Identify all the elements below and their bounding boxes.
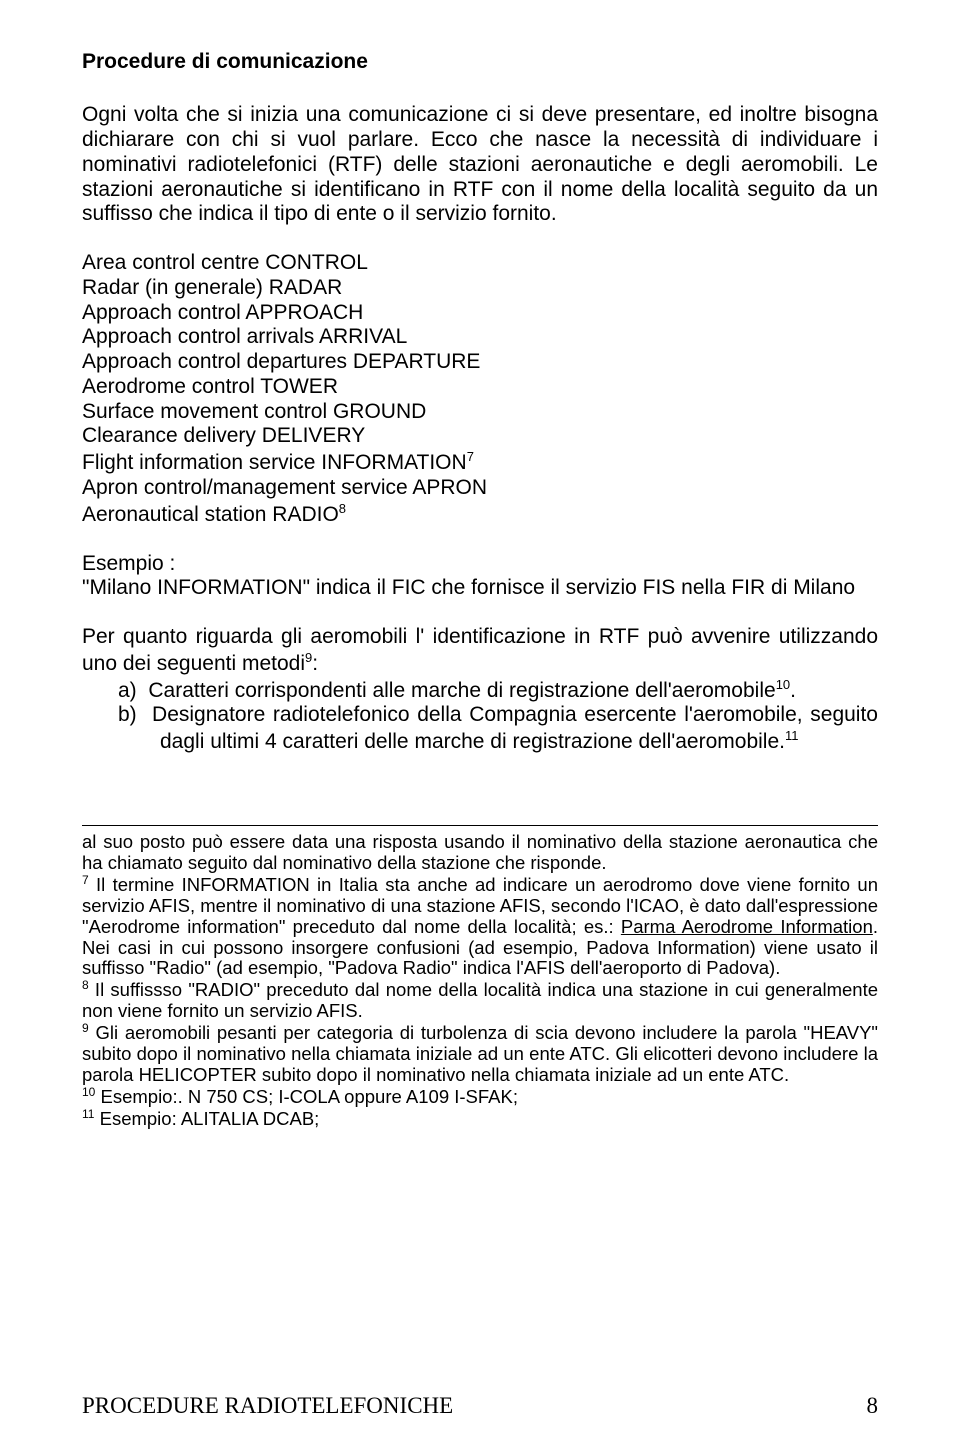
method-item-a: a) Caratteri corrispondenti alle marche …: [82, 677, 878, 704]
service-item: Approach control APPROACH: [82, 301, 878, 326]
services-list: Area control centre CONTROL Radar (in ge…: [82, 251, 878, 527]
service-item: Area control centre CONTROL: [82, 251, 878, 276]
service-item: Approach control departures DEPARTURE: [82, 350, 878, 375]
service-item: Surface movement control GROUND: [82, 400, 878, 425]
footnote-ref: 11: [785, 728, 799, 743]
service-item: Radar (in generale) RADAR: [82, 276, 878, 301]
methods-intro: Per quanto riguarda gli aeromobili l' id…: [82, 625, 878, 677]
footnote-10: 10 Esempio:. N 750 CS; I-COLA oppure A10…: [82, 1086, 878, 1108]
example-block: Esempio : "Milano INFORMATION" indica il…: [82, 552, 878, 602]
section-title: Procedure di comunicazione: [82, 48, 878, 75]
service-item: Clearance delivery DELIVERY: [82, 424, 878, 449]
footnote-ref: 7: [467, 449, 474, 464]
example-label: Esempio :: [82, 552, 878, 577]
service-item: Aerodrome control TOWER: [82, 375, 878, 400]
footnote-divider: [82, 825, 878, 826]
footnote-ref: 8: [339, 501, 346, 516]
service-item: Aeronautical station RADIO8: [82, 501, 878, 528]
footnote-9: 9 Gli aeromobili pesanti per categoria d…: [82, 1022, 878, 1086]
service-item: Flight information service INFORMATION7: [82, 449, 878, 476]
service-item: Approach control arrivals ARRIVAL: [82, 325, 878, 350]
footer-title: PROCEDURE RADIOTELEFONICHE: [82, 1394, 453, 1417]
footnote-pre: al suo posto può essere data una rispost…: [82, 832, 878, 874]
methods-list: a) Caratteri corrispondenti alle marche …: [82, 677, 878, 755]
footnote-7: 7 Il termine INFORMATION in Italia sta a…: [82, 874, 878, 980]
page-number: 8: [867, 1394, 879, 1417]
footnote-ref: 10: [776, 677, 790, 692]
intro-paragraph: Ogni volta che si inizia una comunicazio…: [82, 103, 878, 227]
page-footer: PROCEDURE RADIOTELEFONICHE 8: [82, 1394, 878, 1417]
example-text: "Milano INFORMATION" indica il FIC che f…: [82, 576, 878, 601]
method-item-b: b) Designatore radiotelefonico della Com…: [82, 703, 878, 755]
footnote-11: 11 Esempio: ALITALIA DCAB;: [82, 1108, 878, 1130]
footnote-8: 8 Il suffissso "RADIO" preceduto dal nom…: [82, 979, 878, 1022]
service-item: Apron control/management service APRON: [82, 476, 878, 501]
